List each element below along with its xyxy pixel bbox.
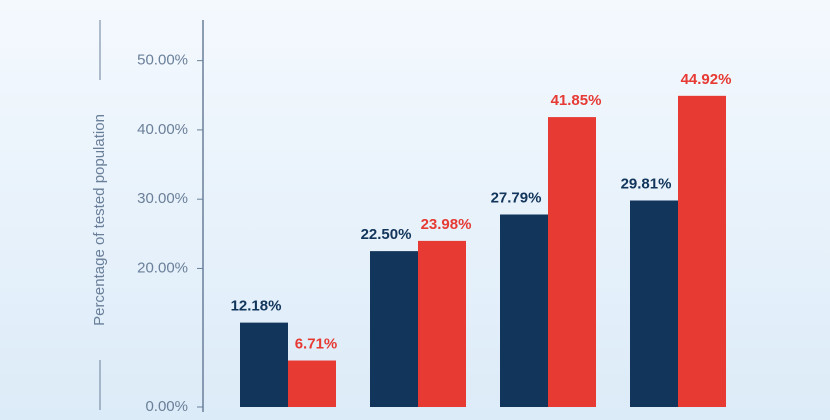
- bar: [370, 251, 418, 407]
- value-label: 44.92%: [681, 71, 732, 88]
- y-tick-label: 40.00%: [137, 121, 188, 138]
- y-tick-label: 0.00%: [145, 398, 188, 415]
- bar: [678, 95, 726, 408]
- bar: [548, 117, 596, 408]
- value-label: 6.71%: [295, 335, 338, 352]
- bar: [418, 240, 466, 407]
- bar: [240, 322, 288, 407]
- bar: [500, 214, 548, 407]
- y-tick-label: 30.00%: [137, 190, 188, 207]
- y-axis-label: Percentage of tested population: [91, 114, 108, 326]
- value-label: 41.85%: [551, 92, 602, 109]
- y-tick-label: 20.00%: [137, 259, 188, 276]
- value-label: 12.18%: [231, 298, 282, 315]
- y-tick-label: 50.00%: [137, 52, 188, 69]
- bar: [288, 360, 336, 407]
- value-label: 29.81%: [621, 175, 672, 192]
- value-label: 22.50%: [361, 226, 412, 243]
- bar: [630, 200, 678, 407]
- value-label: 23.98%: [421, 216, 472, 233]
- value-label: 27.79%: [491, 189, 542, 206]
